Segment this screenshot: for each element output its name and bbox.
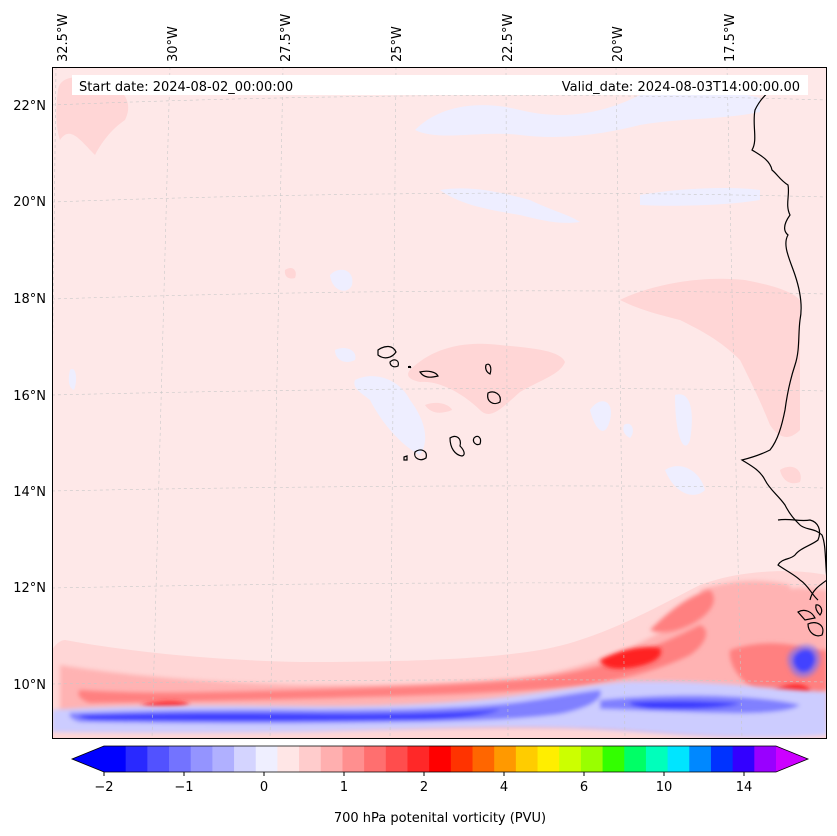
- colorbar-segment: [320, 746, 344, 772]
- colorbar-tick-label: 4: [500, 780, 508, 795]
- colorbar-segment: [537, 746, 560, 772]
- colorbar-segment: [450, 746, 474, 772]
- latitude-labels: 22°N 20°N 18°N 16°N 14°N 12°N 10°N: [13, 99, 46, 693]
- colorbar-segment: [494, 746, 517, 772]
- colorbar-segment: [104, 746, 127, 772]
- colorbar-segment: [190, 746, 213, 772]
- colorbar-segment: [407, 746, 430, 772]
- colorbar-label: 700 hPa potenital vorticity (PVU): [334, 811, 546, 826]
- colorbar-tick-label: 14: [736, 780, 753, 795]
- lon-label: 25°W: [390, 26, 405, 62]
- pv-negative-band: [52, 644, 827, 738]
- lat-label: 10°N: [13, 678, 46, 693]
- colorbar-segment: [299, 746, 322, 772]
- colorbar-segment: [255, 746, 279, 772]
- colorbar-segment: [580, 746, 604, 772]
- colorbar-segment: [645, 746, 669, 772]
- colorbar-segment: [754, 746, 777, 772]
- colorbar: −2 −1 0 1 2 4 6 10 14: [70, 745, 810, 795]
- lon-label: 20°W: [611, 26, 626, 62]
- map-frame: [52, 67, 827, 739]
- colorbar-segment: [472, 746, 495, 772]
- colorbar-segment: [710, 746, 734, 772]
- longitude-labels: 32.5°W 30°W 27.5°W 25°W 22.5°W 20°W 17.5…: [56, 14, 738, 62]
- lat-label: 16°N: [13, 389, 46, 404]
- colorbar-tick-label: −1: [174, 780, 193, 795]
- lon-label: 22.5°W: [501, 14, 516, 62]
- colorbar-outline: [70, 745, 810, 773]
- colorbar-segment: [169, 746, 192, 772]
- colorbar-tick-label: 6: [580, 780, 588, 795]
- colorbar-segment: [624, 746, 647, 772]
- colorbar-segment: [602, 746, 625, 772]
- colorbar-segment: [342, 746, 365, 772]
- colorbar-tick-label: 0: [260, 780, 268, 795]
- map-panel: [52, 67, 827, 739]
- colorbar-segment: [732, 746, 755, 772]
- colorbar-segment: [689, 746, 712, 772]
- lon-label: 30°W: [166, 26, 181, 62]
- lon-label: 17.5°W: [723, 14, 738, 62]
- coastline: [377, 79, 827, 637]
- colorbar-segment: [364, 746, 387, 772]
- colorbar-tick-label: 10: [656, 780, 673, 795]
- colorbar-segment: [277, 746, 300, 772]
- colorbar-segment: [147, 746, 170, 772]
- colorbar-segment: [667, 746, 690, 772]
- lon-label: 27.5°W: [279, 14, 294, 62]
- lat-label: 14°N: [13, 485, 46, 500]
- island-dot: [408, 366, 411, 368]
- valid-date-label: Valid_date: 2024-08-03T14:00:00.00: [562, 80, 800, 95]
- lat-label: 18°N: [13, 292, 46, 307]
- lat-label: 20°N: [13, 195, 46, 210]
- colorbar-tick-label: 1: [340, 780, 348, 795]
- header-box: [72, 75, 808, 95]
- colorbar-segment: [234, 746, 257, 772]
- graticule: [52, 67, 827, 739]
- colorbar-tick-label: 2: [420, 780, 428, 795]
- colorbar-segment: [212, 746, 235, 772]
- lon-label: 32.5°W: [56, 14, 71, 62]
- colorbar-extend-high: [776, 746, 808, 772]
- pv-negative-patches: [68, 89, 760, 495]
- colorbar-segment: [515, 746, 539, 772]
- colorbar-extend-low: [72, 746, 104, 772]
- colorbar-segment: [559, 746, 582, 772]
- lat-label: 12°N: [13, 581, 46, 596]
- colorbar-tick-label: −2: [94, 780, 113, 795]
- start-date-label: Start date: 2024-08-02_00:00:00: [79, 80, 293, 95]
- colorbar-segment: [125, 746, 148, 772]
- colorbar-segment: [429, 746, 452, 772]
- colorbar-segment: [385, 746, 409, 772]
- lat-label: 22°N: [13, 99, 46, 114]
